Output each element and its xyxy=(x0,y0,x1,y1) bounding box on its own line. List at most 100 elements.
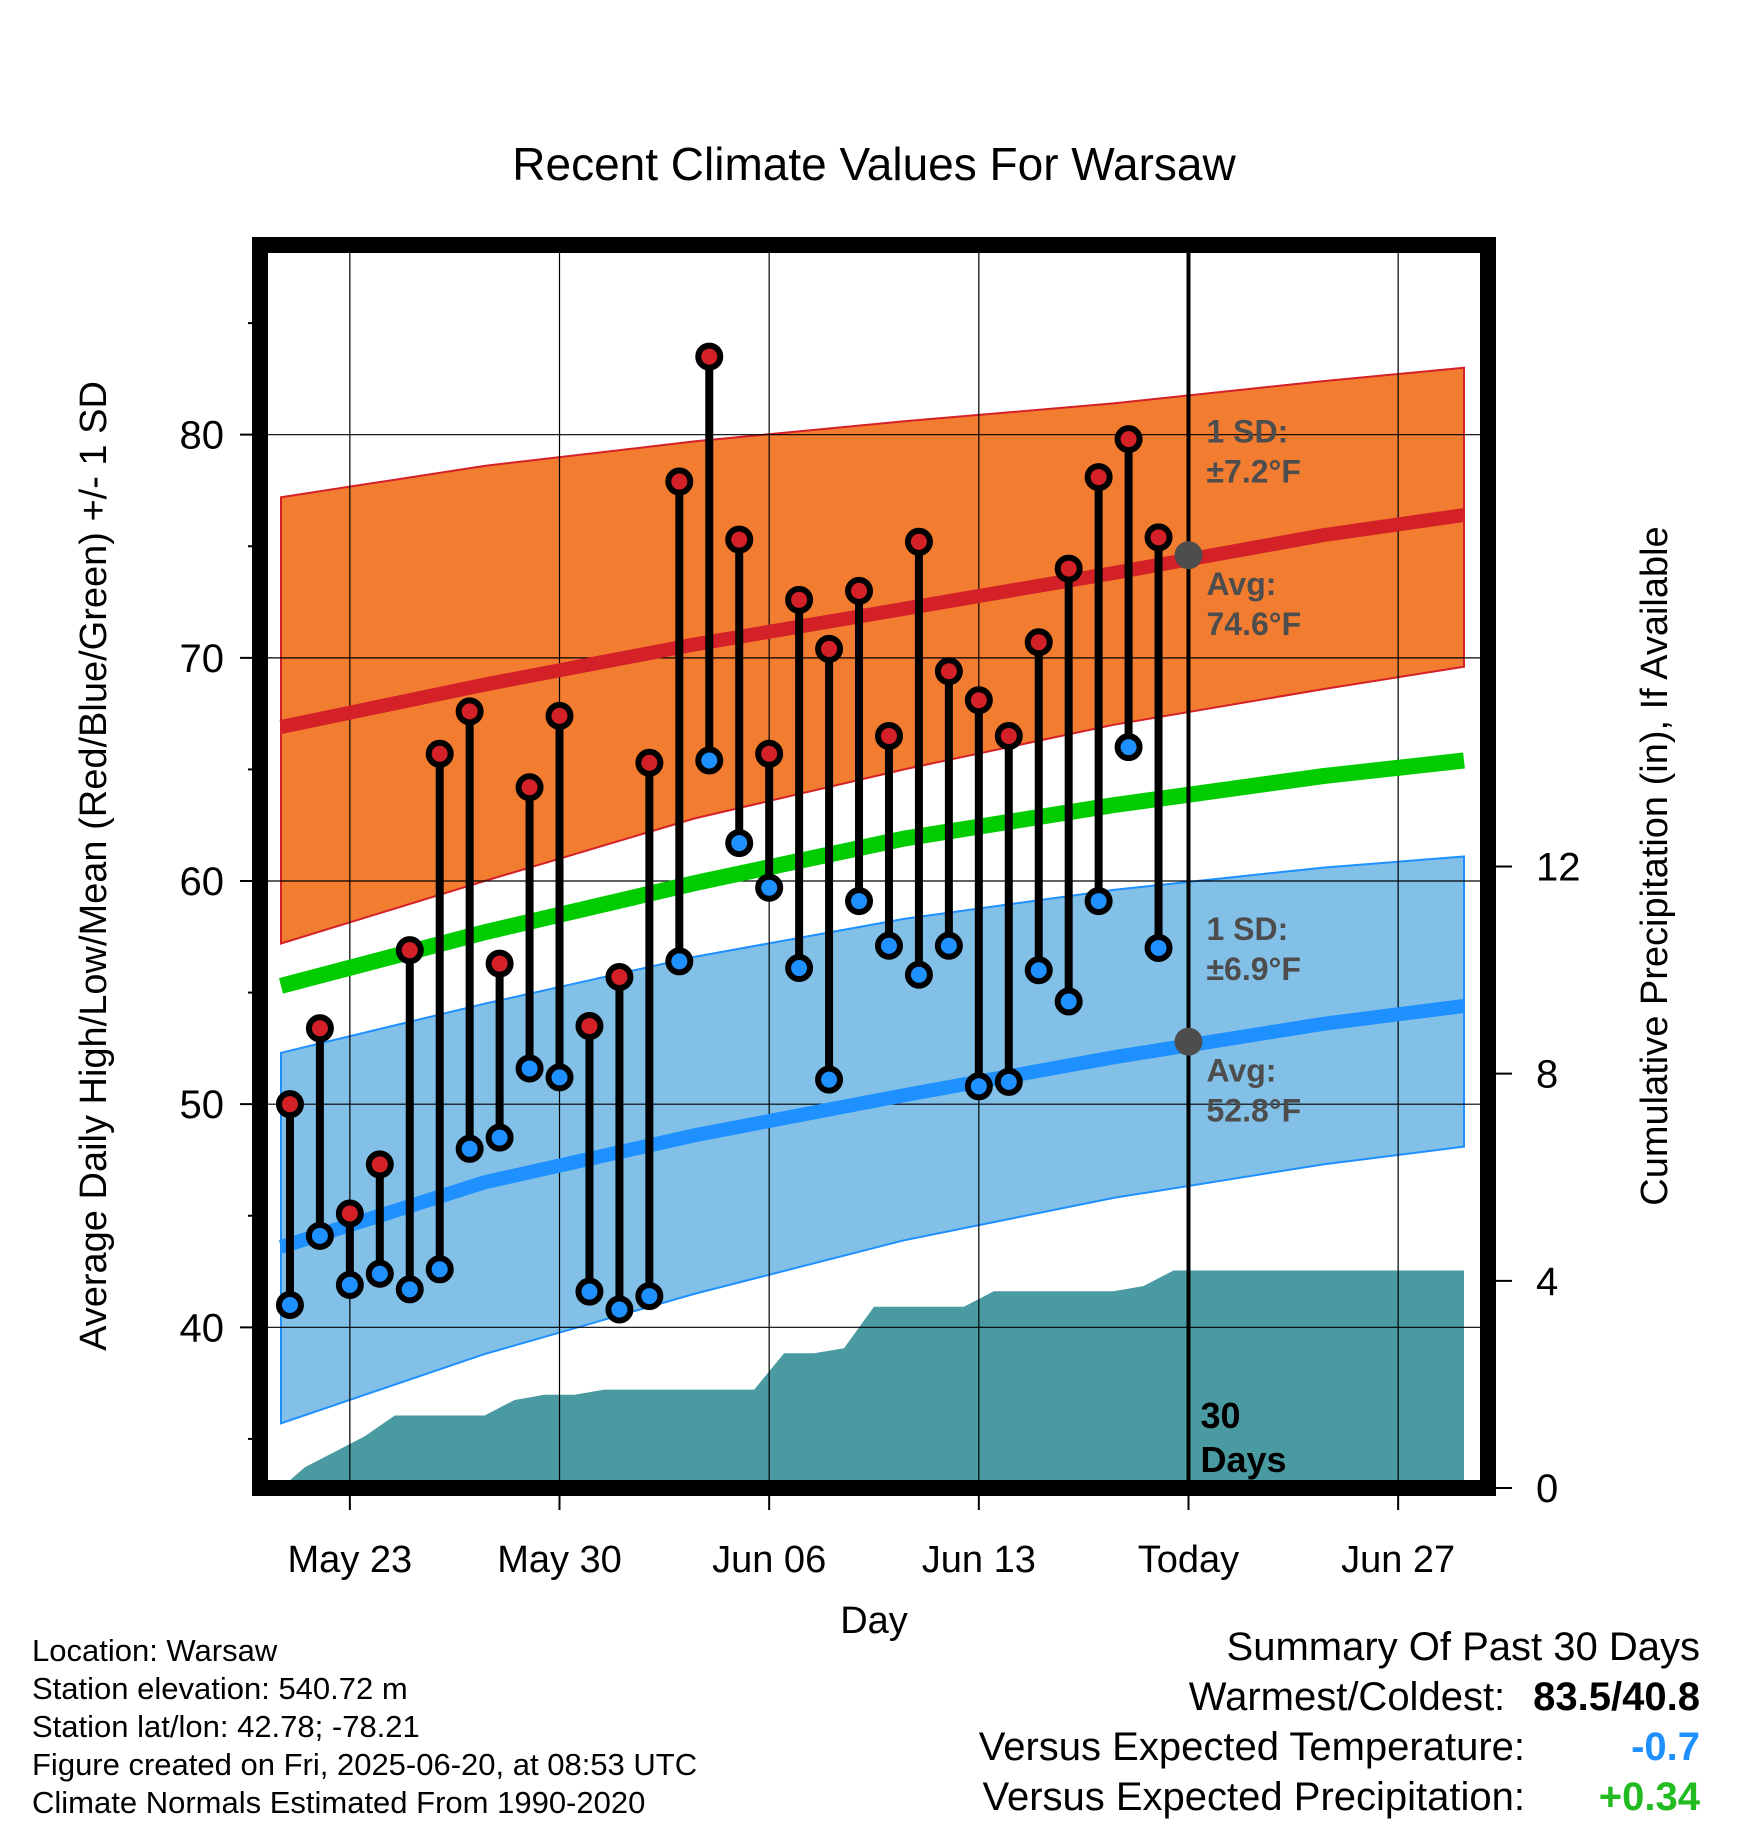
daily-low-point xyxy=(1054,987,1083,1016)
low-avg-value: 52.8°F xyxy=(1206,1093,1301,1129)
daily-low-point xyxy=(785,954,814,983)
y2-tick-label: 0 xyxy=(1536,1467,1558,1511)
daily-low-point xyxy=(665,947,694,976)
daily-high-point xyxy=(635,748,664,777)
x-tick-label: Today xyxy=(1138,1539,1239,1581)
daily-low-point xyxy=(1024,956,1053,985)
daily-high-point xyxy=(1024,628,1053,657)
daily-high-point xyxy=(994,721,1023,750)
daily-low-point xyxy=(904,960,933,989)
daily-low-point xyxy=(305,1221,334,1250)
daily-high-point xyxy=(425,739,454,768)
y-axis-label-left: Average Daily High/Low/Mean (Red/Blue/Gr… xyxy=(73,381,115,1351)
daily-high-point xyxy=(575,1012,604,1041)
x-axis-label: Day xyxy=(840,1600,908,1642)
x-tick-label: May 30 xyxy=(497,1539,622,1581)
daily-high-point xyxy=(395,936,424,965)
elevation-text: Station elevation: 540.72 m xyxy=(32,1671,408,1706)
chart-title: Recent Climate Values For Warsaw xyxy=(512,138,1236,190)
y-tick-label: 50 xyxy=(180,1083,225,1127)
daily-high-point xyxy=(275,1090,304,1119)
daily-high-point xyxy=(755,739,784,768)
daily-low-point xyxy=(575,1277,604,1306)
daily-high-point xyxy=(605,962,634,991)
y-tick-label: 40 xyxy=(180,1306,225,1350)
low-sd-label: 1 SD: xyxy=(1206,911,1288,947)
location-text: Location: Warsaw xyxy=(32,1633,278,1668)
daily-low-point xyxy=(395,1275,424,1304)
daily-high-point xyxy=(335,1199,364,1228)
station-info: Location: Warsaw Station elevation: 540.… xyxy=(32,1632,697,1822)
daily-low-point xyxy=(845,887,874,916)
daily-low-point xyxy=(1144,933,1173,962)
warmest-value: 83.5/40.8 xyxy=(1533,1675,1700,1719)
low-avg-label: Avg: xyxy=(1206,1053,1276,1089)
daily-low-point xyxy=(515,1054,544,1083)
today-low-avg-point xyxy=(1174,1027,1203,1056)
warmest-label: Warmest/Coldest: xyxy=(1188,1675,1506,1719)
daily-low-point xyxy=(635,1282,664,1311)
today-high-avg-point xyxy=(1174,541,1203,570)
daily-low-point xyxy=(815,1065,844,1094)
plot-content xyxy=(260,245,1488,1488)
daily-high-point xyxy=(455,697,484,726)
temp-value: -0.7 xyxy=(1631,1725,1700,1769)
summary-panel: Summary Of Past 30 Days Warmest/Coldest:… xyxy=(979,1622,1700,1822)
today-days-number: 30 xyxy=(1200,1395,1240,1436)
y-tick-label: 60 xyxy=(180,860,225,904)
daily-low-point xyxy=(485,1123,514,1152)
daily-low-point xyxy=(725,829,754,858)
y2-tick-label: 12 xyxy=(1536,846,1581,890)
normal-low-line xyxy=(278,999,1465,1254)
precipitation-area xyxy=(281,1270,1464,1488)
daily-low-point xyxy=(1114,733,1143,762)
daily-high-point xyxy=(305,1014,334,1043)
daily-low-point xyxy=(874,931,903,960)
daily-high-point xyxy=(1114,425,1143,454)
y2-tick-label: 4 xyxy=(1536,1260,1558,1304)
daily-high-point xyxy=(515,773,544,802)
daily-high-point xyxy=(665,467,694,496)
daily-high-point xyxy=(365,1150,394,1179)
daily-low-point xyxy=(365,1259,394,1288)
daily-high-point xyxy=(725,525,754,554)
precip-value: +0.34 xyxy=(1598,1775,1700,1819)
high-sd-label: 1 SD: xyxy=(1206,413,1288,449)
y-axis-label-right: Cumulative Precipitation (in), If Availa… xyxy=(1634,526,1676,1205)
daily-low-point xyxy=(964,1072,993,1101)
daily-low-point xyxy=(605,1295,634,1324)
daily-high-point xyxy=(1144,523,1173,552)
plot-area: 1 SD: ±7.2°F Avg: 74.6°F 1 SD: ±6.9°F Avg: 52.8… xyxy=(180,237,1581,1581)
daily-high-point xyxy=(845,576,874,605)
daily-low-point xyxy=(994,1067,1023,1096)
daily-high-point xyxy=(1054,554,1083,583)
daily-high-point xyxy=(964,686,993,715)
daily-high-point xyxy=(1084,463,1113,492)
daily-low-point xyxy=(275,1291,304,1320)
summary-warmest-row: Warmest/Coldest: 83.5/40.8 xyxy=(979,1672,1700,1722)
normals-text: Climate Normals Estimated From 1990-2020 xyxy=(32,1785,646,1820)
high-avg-label: Avg: xyxy=(1206,566,1276,602)
summary-temp-row: Versus Expected Temperature: -0.7 xyxy=(979,1722,1700,1772)
low-sd-value: ±6.9°F xyxy=(1206,951,1300,987)
summary-title: Summary Of Past 30 Days xyxy=(1226,1625,1700,1669)
precip-label: Versus Expected Precipitation: xyxy=(982,1775,1525,1819)
daily-high-point xyxy=(815,634,844,663)
daily-high-point xyxy=(695,342,724,371)
daily-high-point xyxy=(904,527,933,556)
summary-precip-row: Versus Expected Precipitation: +0.34 xyxy=(979,1772,1700,1822)
daily-high-point xyxy=(545,701,574,730)
created-text: Figure created on Fri, 2025-06-20, at 08… xyxy=(32,1747,698,1782)
daily-high-point xyxy=(934,657,963,686)
y-tick-label: 80 xyxy=(180,414,225,458)
daily-low-point xyxy=(1084,887,1113,916)
y2-tick-label: 8 xyxy=(1536,1053,1558,1097)
latlon-text: Station lat/lon: 42.78; -78.21 xyxy=(32,1709,420,1744)
daily-low-point xyxy=(335,1270,364,1299)
daily-low-point xyxy=(695,746,724,775)
high-avg-value: 74.6°F xyxy=(1206,606,1301,642)
temp-label: Versus Expected Temperature: xyxy=(978,1725,1525,1769)
x-tick-label: Jun 27 xyxy=(1341,1539,1455,1581)
normal-low-sd-band xyxy=(280,855,1465,1425)
